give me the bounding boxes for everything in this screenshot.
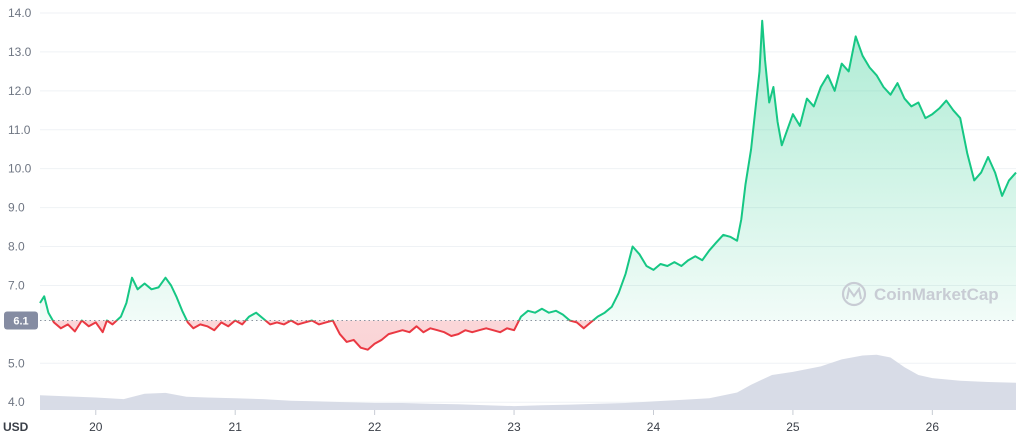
x-tick-label: 24 [647, 420, 661, 434]
x-tick-label: 20 [89, 420, 103, 434]
baseline-label: 6.1 [13, 315, 28, 327]
y-tick-label: 7.0 [8, 278, 25, 292]
price-line-above [39, 19, 1017, 321]
y-tick-label: 11.0 [8, 123, 31, 137]
volume-shape [40, 354, 1016, 410]
baseline-badge: 6.1 [4, 311, 38, 330]
y-axis: 14.0 13.0 12.0 11.0 10.0 9.0 8.0 7.0 5.0 4.0 [8, 6, 32, 409]
y-tick-label: 14.0 [8, 6, 32, 20]
price-line-below [51, 320, 595, 351]
x-tick-label: 25 [786, 420, 800, 434]
x-tick-label: 26 [926, 420, 940, 434]
area-below-baseline [52, 320, 594, 350]
x-tick-label: 23 [507, 420, 521, 434]
y-tick-label: 5.0 [8, 356, 25, 370]
price-fill [40, 20, 1016, 350]
coinmarketcap-logo-icon [841, 281, 867, 307]
watermark: CoinMarketCap [841, 281, 999, 307]
area-above-baseline [40, 20, 1016, 321]
x-axis: 20 21 22 23 24 25 26 [89, 410, 939, 434]
watermark-text: CoinMarketCap [874, 285, 999, 304]
y-tick-label: 9.0 [8, 201, 25, 215]
price-line [39, 19, 1017, 351]
currency-label: USD [3, 420, 29, 434]
y-tick-label: 12.0 [8, 84, 32, 98]
y-tick-label: 4.0 [8, 395, 25, 409]
volume-area [40, 354, 1016, 410]
y-tick-label: 13.0 [8, 45, 32, 59]
y-tick-label: 8.0 [8, 240, 25, 254]
x-tick-label: 22 [368, 420, 382, 434]
y-tick-label: 10.0 [8, 162, 32, 176]
x-tick-label: 21 [229, 420, 243, 434]
